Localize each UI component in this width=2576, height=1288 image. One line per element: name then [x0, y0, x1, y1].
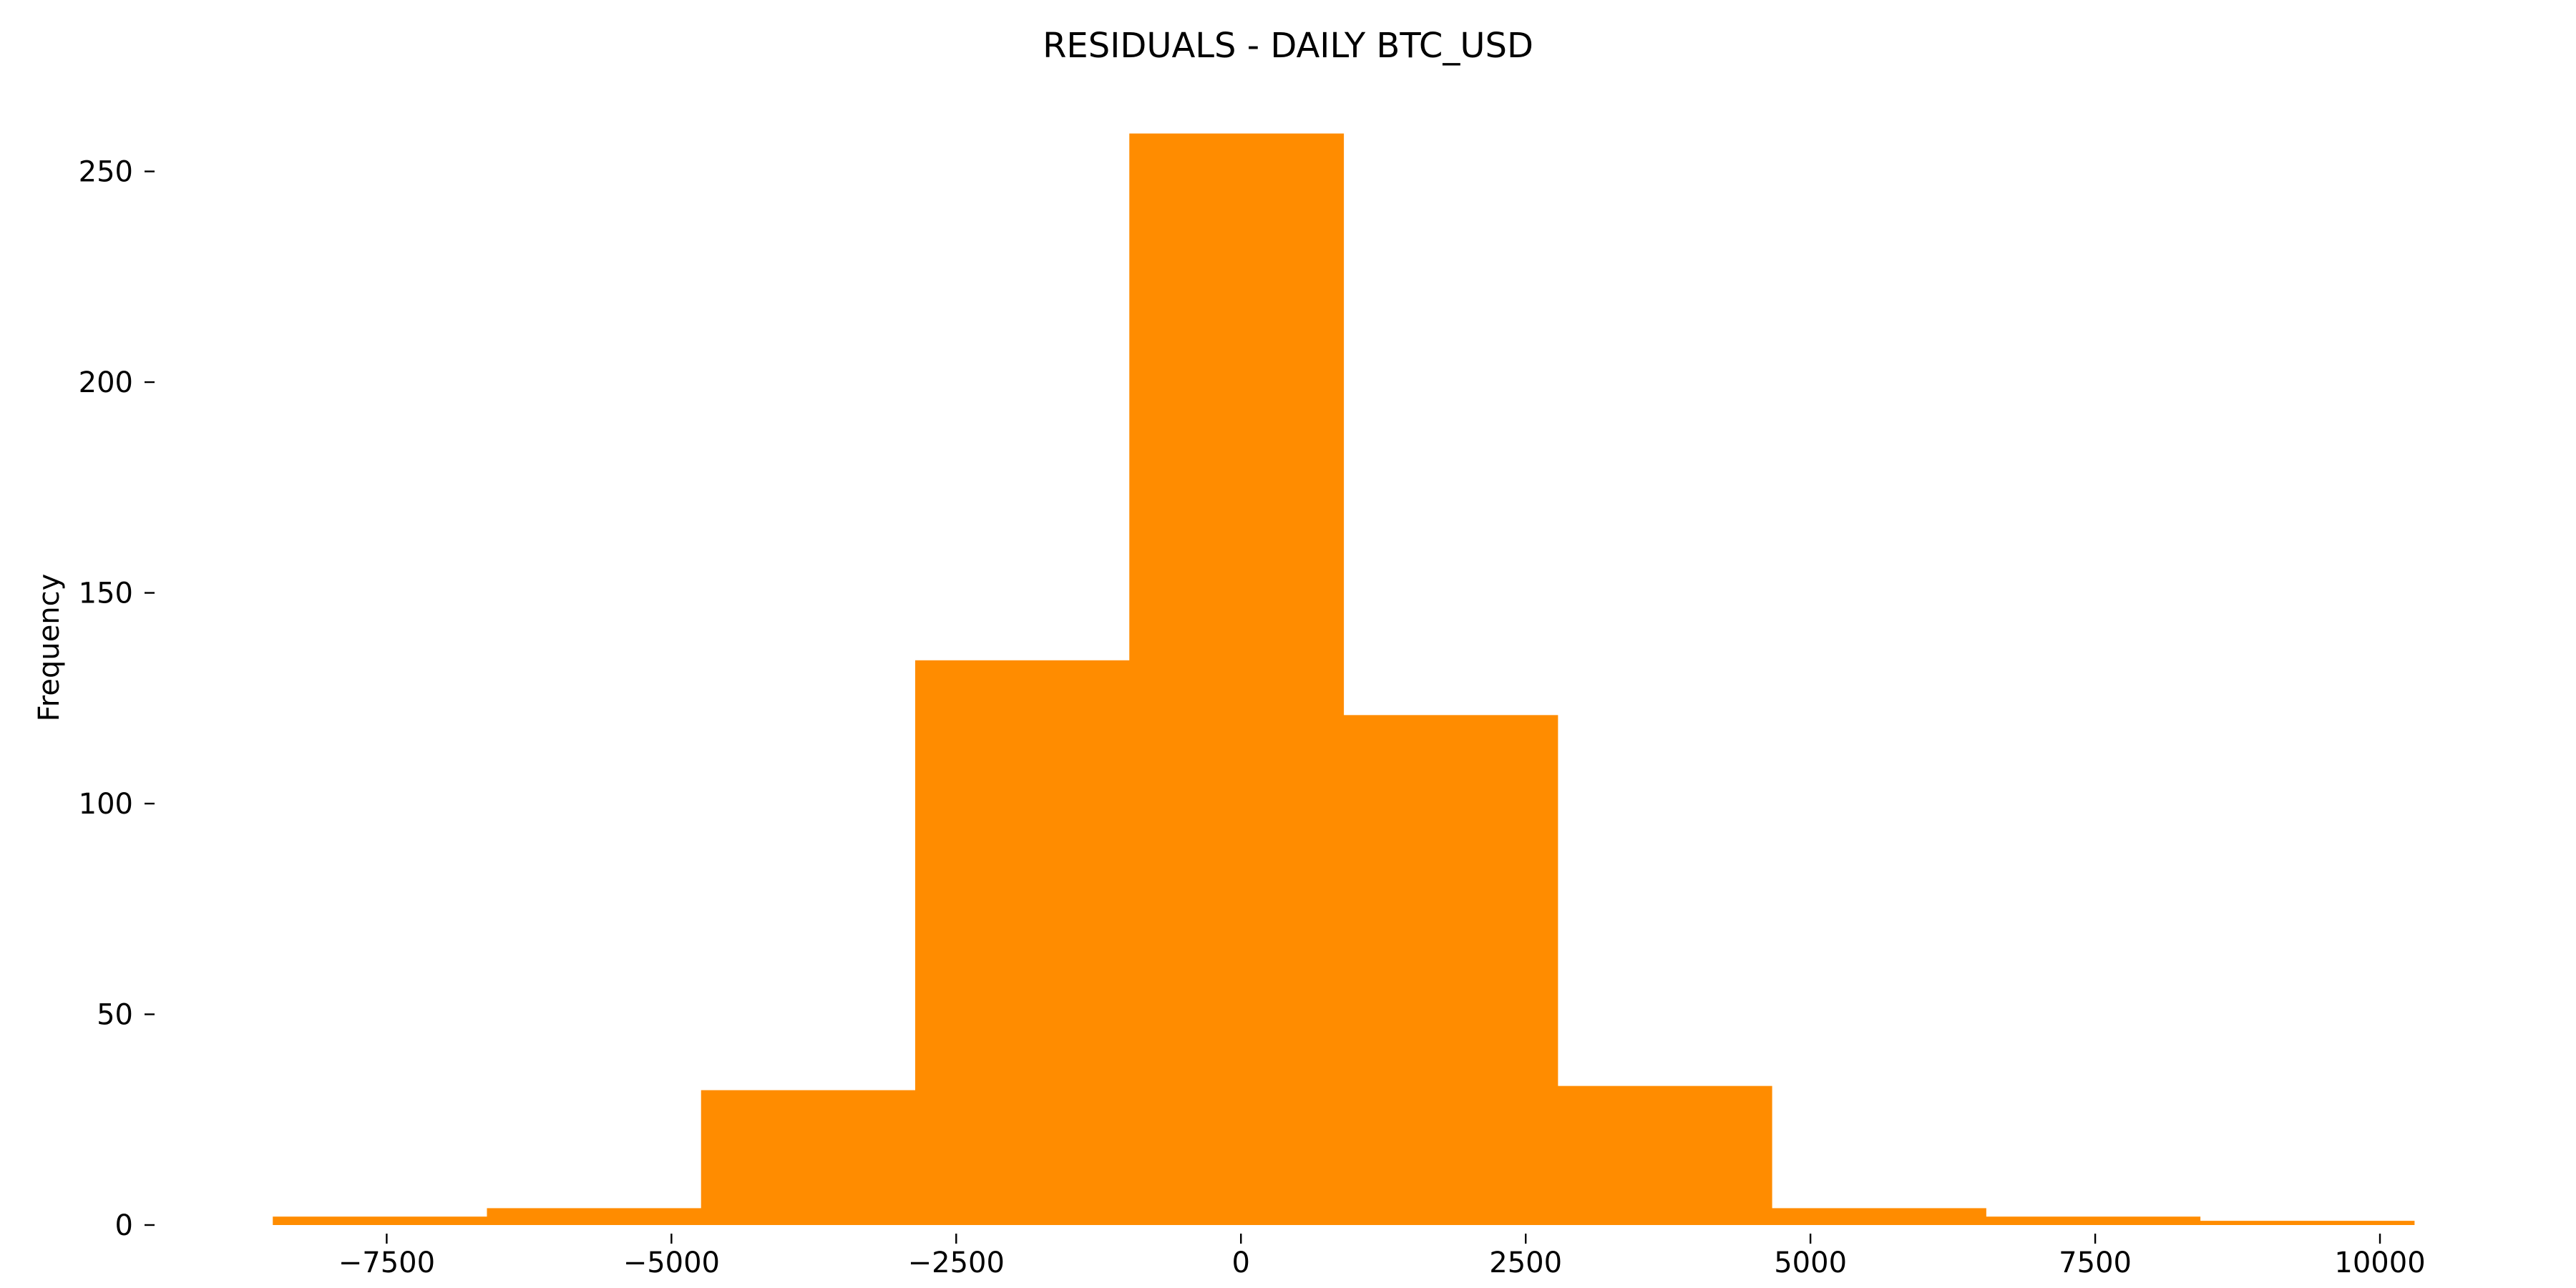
histogram-bar: [273, 1216, 488, 1225]
histogram-bar: [487, 1208, 702, 1225]
bars-group: [273, 133, 2415, 1225]
y-tick-label: 50: [97, 999, 133, 1032]
x-tick-label: 7500: [2059, 1246, 2132, 1279]
x-tick-label: 5000: [1774, 1246, 1847, 1279]
histogram-bar: [1557, 1085, 1772, 1225]
y-tick-label: 250: [79, 156, 133, 189]
y-tick-label: 200: [79, 366, 133, 399]
x-tick-label: 10000: [2334, 1246, 2425, 1279]
x-tick-label: 0: [1232, 1246, 1250, 1279]
histogram-bar: [701, 1090, 916, 1225]
histogram-bar: [914, 660, 1130, 1225]
histogram-bar: [1129, 133, 1345, 1225]
x-axis-ticks: −7500 −5000 −2500 0 2500 5000 7500 10000: [338, 1234, 2426, 1279]
y-tick-label: 150: [79, 577, 133, 610]
histogram-bar: [2200, 1221, 2415, 1225]
y-tick-label: 0: [115, 1209, 133, 1242]
x-tick-label: 2500: [1489, 1246, 1562, 1279]
histogram-bar: [1343, 715, 1558, 1225]
x-tick-label: −2500: [908, 1246, 1005, 1279]
x-tick-label: −7500: [338, 1246, 435, 1279]
y-axis-ticks: 0 50 100 150 200 250: [79, 156, 155, 1242]
chart-title: RESIDUALS - DAILY BTC_USD: [1043, 26, 1533, 66]
histogram-bar: [1772, 1208, 1986, 1225]
histogram-bar: [1986, 1216, 2201, 1225]
x-tick-label: −5000: [623, 1246, 720, 1279]
y-axis-title: Frequency: [33, 574, 66, 722]
y-tick-label: 100: [79, 788, 133, 821]
